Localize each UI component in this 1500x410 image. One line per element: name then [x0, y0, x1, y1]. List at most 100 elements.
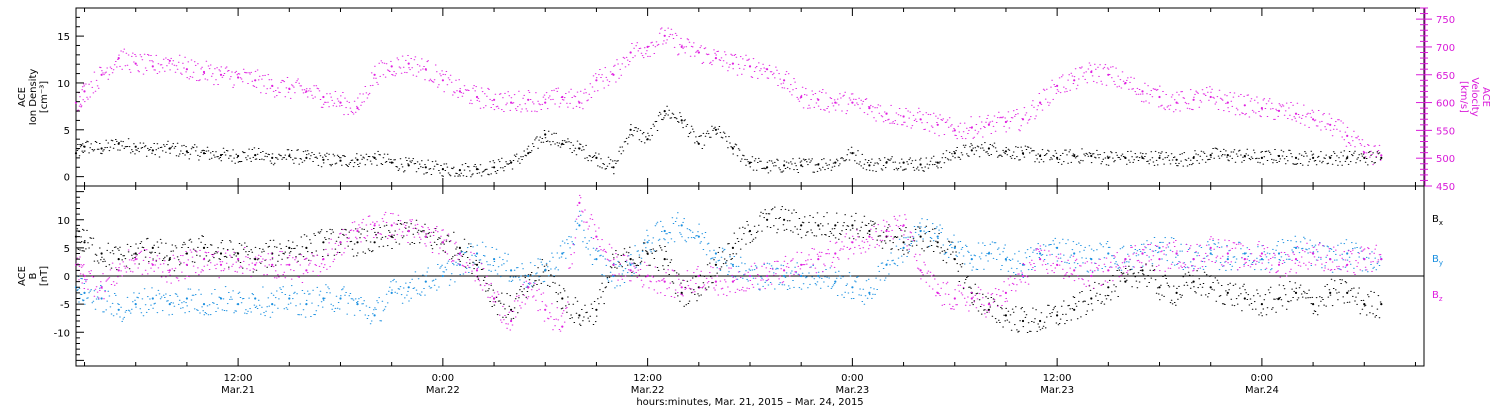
data-point: [356, 158, 359, 161]
data-point: [714, 252, 718, 255]
data-point: [356, 229, 359, 233]
data-point: [339, 101, 342, 104]
data-point: [1294, 246, 1298, 249]
time-tick-label: 0:00: [432, 373, 454, 384]
data-point: [544, 133, 547, 136]
data-point: [1039, 319, 1042, 323]
data-point: [305, 303, 308, 306]
data-point: [561, 325, 564, 328]
data-point: [663, 229, 666, 233]
data-point: [595, 79, 598, 82]
data-point: [1175, 252, 1178, 255]
data-point: [441, 79, 444, 82]
data-point: [1209, 95, 1212, 99]
data-point: [800, 224, 803, 227]
series-texture: [76, 27, 1382, 166]
data-point: [151, 263, 154, 266]
data-point: [936, 235, 939, 238]
field-tick-label: 0: [64, 272, 70, 283]
data-point: [680, 224, 683, 227]
time-tick-label: 12:00: [1043, 373, 1072, 384]
density-axis-title: ACE Ion Density [cm⁻³]: [17, 69, 50, 126]
series-texture: [76, 194, 1382, 332]
data-point: [834, 224, 837, 227]
data-point: [868, 229, 871, 233]
legend-entry: By: [1432, 254, 1443, 267]
data-point: [629, 128, 632, 131]
data-point: [731, 280, 735, 283]
series-black: [74, 105, 1383, 178]
data-point: [305, 269, 308, 272]
data-point: [919, 163, 922, 166]
data-point: [83, 274, 86, 278]
data-point: [1294, 258, 1298, 261]
data-point: [356, 303, 359, 306]
data-point: [441, 241, 444, 244]
data-point: [527, 274, 530, 278]
data-point: [783, 79, 786, 82]
data-point: [919, 229, 922, 233]
data-point: [1346, 291, 1349, 294]
data-point: [1346, 263, 1349, 266]
axis-title-line: B: [28, 272, 39, 279]
data-point: [117, 269, 120, 272]
data-point: [1312, 156, 1315, 159]
data-point: [953, 129, 956, 132]
data-point: [987, 308, 991, 311]
series-texture: [76, 206, 1382, 333]
velocity-tick-label: 600: [1436, 99, 1455, 110]
data-point: [151, 65, 154, 68]
data-point: [1158, 95, 1161, 99]
data-point: [817, 258, 820, 261]
data-point: [851, 224, 854, 227]
field-tick-label: -10: [54, 328, 70, 339]
data-point: [510, 319, 513, 323]
data-point: [748, 274, 752, 278]
data-point: [254, 263, 257, 266]
data-point: [1260, 258, 1263, 261]
data-point: [254, 79, 257, 82]
data-point: [1021, 274, 1025, 278]
series-Bx: [74, 206, 1383, 333]
data-point: [714, 280, 718, 283]
data-point: [219, 263, 223, 266]
data-point: [458, 169, 461, 172]
axis-title-line: Ion Density: [28, 69, 39, 126]
data-point: [1141, 156, 1144, 159]
data-point: [1004, 120, 1008, 124]
data-point: [493, 297, 496, 300]
data-point: [1158, 246, 1161, 249]
data-point: [1346, 252, 1349, 255]
data-point: [1192, 280, 1195, 283]
top-panel-series: [74, 27, 1383, 178]
data-point: [970, 149, 973, 152]
data-point: [475, 168, 479, 171]
data-point: [919, 269, 922, 272]
time-axis-title: hours:minutes, Mar. 21, 2015 – Mar. 24, …: [636, 397, 863, 408]
data-point: [288, 263, 291, 266]
axis-title-line: [km/s]: [1458, 81, 1469, 113]
bottom-panel-series: [74, 194, 1383, 333]
magnetic-field-panel: -10 -5 0 5 10 ACE B [nT] Bx By Bz: [17, 185, 1443, 367]
data-point: [373, 314, 376, 317]
data-point: [424, 166, 427, 169]
data-point: [1175, 158, 1178, 161]
data-point: [970, 297, 973, 300]
data-point: [714, 263, 718, 266]
data-point: [1243, 297, 1246, 300]
data-point: [100, 252, 103, 255]
data-point: [1056, 314, 1059, 317]
data-point: [1073, 252, 1076, 255]
field-axis-ticks: -10 -5 0 5 10: [54, 191, 84, 361]
data-point: [322, 95, 325, 99]
data-point: [680, 286, 683, 289]
data-point: [339, 159, 342, 162]
top-panel-x-ticks: [84, 8, 1416, 186]
data-point: [1175, 291, 1178, 294]
data-point: [288, 297, 291, 300]
data-point: [458, 246, 461, 249]
data-point: [1243, 258, 1246, 261]
data-point: [1329, 123, 1332, 126]
data-point: [663, 110, 666, 113]
data-point: [1124, 258, 1127, 261]
